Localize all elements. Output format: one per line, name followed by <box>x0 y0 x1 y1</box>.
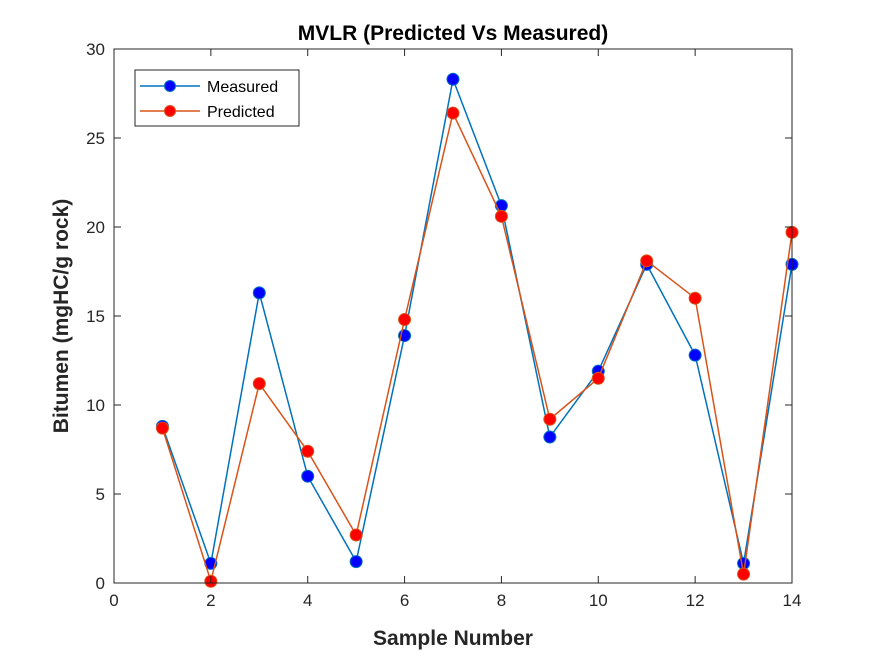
plot-area <box>114 49 792 583</box>
legend-box <box>134 69 300 127</box>
y-tick-label: 0 <box>96 574 105 593</box>
data-point-measured <box>543 430 557 444</box>
y-tick-label: 15 <box>86 307 105 326</box>
data-point-predicted <box>446 106 460 120</box>
data-point-predicted <box>349 528 363 542</box>
data-point-predicted <box>155 421 169 435</box>
data-point-measured <box>446 72 460 86</box>
legend: Measured Predicted <box>134 69 300 127</box>
x-tick-label: 4 <box>303 591 312 610</box>
data-point-predicted <box>640 254 654 268</box>
x-tick-label: 2 <box>206 591 215 610</box>
y-axis-title: Bitumen (mgHC/g rock) <box>50 199 73 434</box>
x-tick-label: 8 <box>497 591 506 610</box>
y-tick-label: 10 <box>86 396 105 415</box>
legend-marker-predicted <box>164 105 176 117</box>
tick-layer: 0 2 4 6 8 10 12 14 0 5 10 15 20 25 30 <box>86 40 801 610</box>
data-point-measured <box>301 469 315 483</box>
y-tick-label: 30 <box>86 40 105 59</box>
data-point-predicted <box>737 567 751 581</box>
y-tick-label: 20 <box>86 218 105 237</box>
data-point-predicted <box>252 377 266 391</box>
x-tick-label: 12 <box>686 591 705 610</box>
data-point-predicted <box>688 291 702 305</box>
chart-title: MVLR (Predicted Vs Measured) <box>298 22 608 45</box>
series-measured <box>155 72 799 570</box>
data-point-measured <box>688 348 702 362</box>
data-point-predicted <box>494 209 508 223</box>
legend-marker-measured <box>164 80 176 92</box>
x-tick-label: 10 <box>589 591 608 610</box>
y-tick-label: 25 <box>86 129 105 148</box>
data-point-measured <box>252 286 266 300</box>
data-point-predicted <box>301 444 315 458</box>
x-tick-label: 6 <box>400 591 409 610</box>
data-point-predicted <box>398 313 412 327</box>
series-line-predicted <box>161 112 793 582</box>
y-tick-label: 5 <box>96 485 105 504</box>
series-predicted <box>155 106 799 588</box>
legend-label-predicted: Predicted <box>207 104 275 121</box>
x-tick-label: 14 <box>783 591 802 610</box>
legend-label-measured: Measured <box>207 79 278 96</box>
data-point-predicted <box>543 412 557 426</box>
series-line-measured <box>161 78 793 565</box>
data-point-measured <box>349 555 363 569</box>
x-axis-title: Sample Number <box>373 627 533 650</box>
series-layer <box>155 72 799 588</box>
data-point-predicted <box>591 371 605 385</box>
x-tick-label: 0 <box>109 591 118 610</box>
